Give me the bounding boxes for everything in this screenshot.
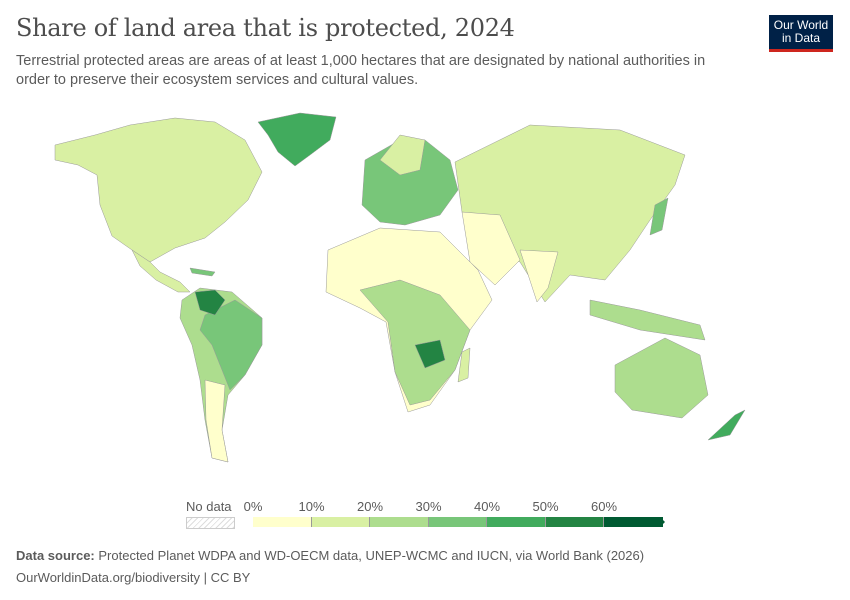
- region-southern-cone[interactable]: [204, 379, 229, 463]
- region-japan[interactable]: [649, 197, 669, 236]
- region-north-america[interactable]: [54, 117, 263, 263]
- legend-bin[interactable]: [311, 517, 370, 527]
- legend: No data 0% 10% 20% 30% 40% 50% 60%: [0, 495, 850, 535]
- legend-tick-label: 30%: [415, 499, 442, 514]
- logo-line1: Our World: [773, 18, 829, 32]
- legend-tick-label: 50%: [532, 499, 559, 514]
- data-source: Data source: Protected Planet WDPA and W…: [16, 548, 644, 563]
- region-zambia[interactable]: [414, 339, 446, 369]
- region-se-asia-islands[interactable]: [589, 299, 706, 341]
- owid-logo[interactable]: Our World in Data: [769, 15, 833, 52]
- world-map[interactable]: [0, 100, 850, 490]
- legend-tick-label: 60%: [590, 499, 618, 514]
- legend-bin[interactable]: [253, 517, 312, 527]
- chart-subtitle: Terrestrial protected areas are areas of…: [16, 53, 706, 88]
- region-venezuela[interactable]: [194, 289, 226, 316]
- region-middle-east[interactable]: [461, 211, 521, 286]
- chart-title: Share of land area that is protected, 20…: [16, 14, 515, 42]
- region-new-zealand[interactable]: [707, 409, 746, 441]
- region-india[interactable]: [519, 249, 559, 303]
- source-label: Data source:: [16, 548, 95, 563]
- legend-bin[interactable]: [370, 517, 429, 527]
- region-brazil[interactable]: [199, 299, 263, 391]
- legend-no-data-swatch[interactable]: [186, 517, 235, 529]
- legend-no-data-label: No data: [186, 499, 232, 514]
- legend-tick-label: 10%: [298, 499, 325, 514]
- region-mexico[interactable]: [131, 249, 191, 293]
- legend-bin[interactable]: [428, 517, 487, 527]
- region-scandinavia[interactable]: [379, 134, 426, 176]
- legend-arrow: [660, 517, 665, 527]
- region-central-africa[interactable]: [359, 279, 471, 406]
- legend-bin[interactable]: [487, 517, 546, 527]
- legend-bin[interactable]: [545, 517, 604, 527]
- region-madagascar[interactable]: [457, 347, 471, 383]
- legend-tick-label: 0%: [243, 499, 263, 514]
- source-text: Protected Planet WDPA and WD-OECM data, …: [98, 548, 645, 563]
- region-greenland[interactable]: [257, 112, 337, 167]
- legend-tick-label: 40%: [473, 499, 501, 514]
- region-australia[interactable]: [614, 337, 709, 419]
- region-caribbean[interactable]: [189, 267, 216, 277]
- legend-bin[interactable]: [604, 517, 663, 527]
- legend-tick-label: 20%: [356, 499, 384, 514]
- logo-line2: in Data: [781, 31, 821, 45]
- url-license[interactable]: OurWorldinData.org/biodiversity | CC BY: [16, 570, 251, 585]
